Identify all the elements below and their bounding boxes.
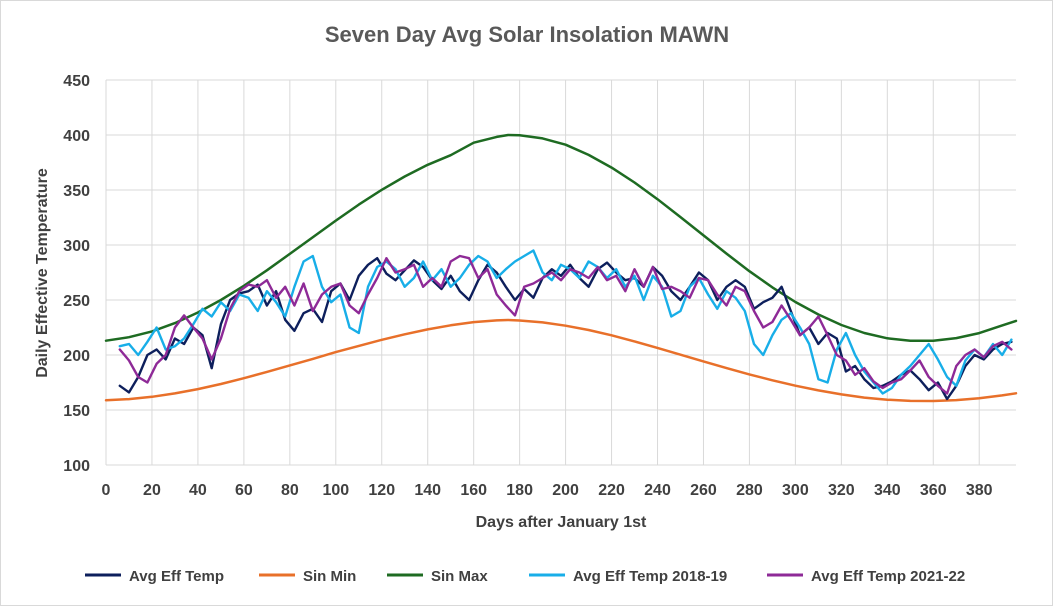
x-tick-label: 340 <box>874 482 901 499</box>
x-tick-label: 280 <box>736 482 763 499</box>
x-tick-label: 60 <box>235 482 253 499</box>
legend-label: Avg Eff Temp <box>129 568 224 585</box>
x-tick-label: 360 <box>920 482 947 499</box>
x-tick-label: 20 <box>143 482 161 499</box>
chart-title: Seven Day Avg Solar Insolation MAWN <box>325 22 729 47</box>
x-tick-label: 160 <box>460 482 487 499</box>
x-tick-label: 80 <box>281 482 299 499</box>
y-tick-label: 400 <box>63 128 90 145</box>
legend-item: Sin Min <box>259 568 356 585</box>
y-tick-label: 350 <box>63 183 90 200</box>
legend-item: Sin Max <box>387 568 488 585</box>
series-sin-max <box>104 133 1018 342</box>
legend-label: Sin Min <box>303 568 356 585</box>
legend: Avg Eff Temp Sin Min Sin Max Avg Eff Temp 2… <box>85 568 965 585</box>
x-tick-label: 140 <box>414 482 441 499</box>
legend-item: Avg Eff Temp 2018-19 <box>529 568 727 585</box>
series-line <box>118 257 1013 401</box>
legend-label: Avg Eff Temp 2018-19 <box>573 568 727 585</box>
series-line <box>118 254 1013 395</box>
x-tick-label: 260 <box>690 482 717 499</box>
y-tick-label: 150 <box>63 403 90 420</box>
y-tick-label: 450 <box>63 73 90 90</box>
y-tick-label: 100 <box>63 458 90 475</box>
series-avg-eff-temp <box>118 257 1013 401</box>
x-tick-label: 200 <box>552 482 579 499</box>
y-tick-label: 200 <box>63 348 90 365</box>
y-tick-label: 250 <box>63 293 90 310</box>
x-tick-label: 380 <box>966 482 993 499</box>
x-tick-label: 240 <box>644 482 671 499</box>
y-axis-label: Daily Effective Temperature <box>34 168 51 378</box>
series-avg-eff-temp-2021-22 <box>118 254 1013 395</box>
x-tick-label: 40 <box>189 482 207 499</box>
x-tick-label: 100 <box>322 482 349 499</box>
x-tick-label: 0 <box>102 482 111 499</box>
x-axis-label: Days after January 1st <box>476 514 647 531</box>
x-tick-label: 120 <box>368 482 395 499</box>
series-line <box>104 133 1018 342</box>
gridlines <box>105 79 1016 466</box>
y-axis-ticks: 100 150 200 250 300 350 400 450 <box>63 73 90 475</box>
x-tick-label: 180 <box>506 482 533 499</box>
legend-item: Avg Eff Temp <box>85 568 224 585</box>
x-tick-label: 320 <box>828 482 855 499</box>
plot-series <box>104 133 1018 403</box>
x-tick-label: 300 <box>782 482 809 499</box>
x-axis-ticks: 0 20 40 60 80 100 120 140 160 180 200 220 240 260 280 3… <box>102 482 993 499</box>
legend-item: Avg Eff Temp 2021-22 <box>767 568 965 585</box>
y-tick-label: 300 <box>63 238 90 255</box>
x-tick-label: 220 <box>598 482 625 499</box>
series-sin-min <box>104 318 1018 403</box>
series-line <box>104 318 1018 403</box>
legend-label: Avg Eff Temp 2021-22 <box>811 568 965 585</box>
legend-label: Sin Max <box>431 568 488 585</box>
